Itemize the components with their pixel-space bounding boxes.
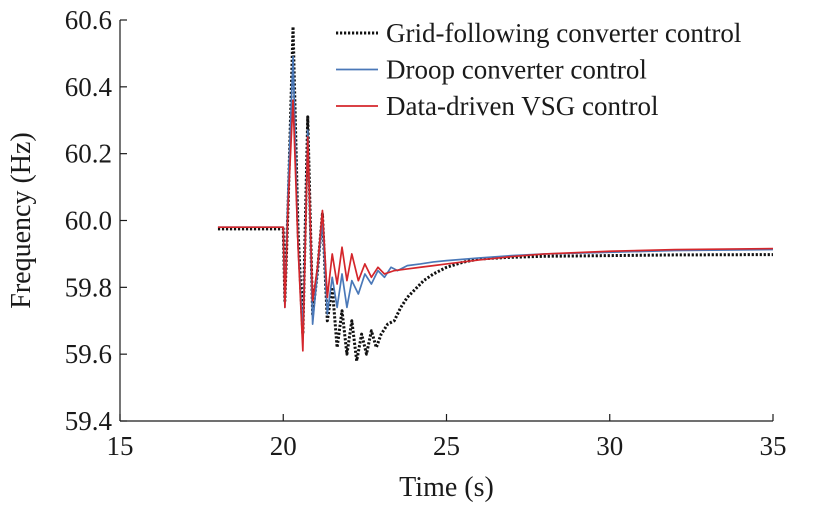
y-tick-label: 60.4 [65, 72, 113, 102]
legend-label-2: Droop converter control [386, 55, 647, 85]
y-axis-label: Frequency (Hz) [6, 132, 37, 308]
series-line-3 [217, 99, 774, 352]
ticks: 15 20 25 30 35 59.4 59.6 59.8 60.0 60.2 60.4 60.6 [65, 5, 787, 461]
x-tick-label: 25 [433, 431, 460, 461]
y-tick-label: 59.8 [65, 272, 112, 302]
x-tick-label: 15 [107, 431, 134, 461]
x-tick-label: 20 [270, 431, 297, 461]
y-tick-label: 60.2 [65, 139, 112, 169]
legend: Grid-following converter control Droop co… [336, 18, 741, 121]
legend-label-1: Grid-following converter control [386, 18, 741, 48]
plot-lines [217, 25, 774, 363]
y-tick-label: 60.0 [65, 206, 112, 236]
y-tick-label: 59.4 [65, 406, 113, 436]
legend-label-3: Data-driven VSG control [386, 91, 658, 121]
y-tick-label: 59.6 [65, 339, 112, 369]
x-axis-label: Time (s) [399, 472, 494, 503]
x-tick-label: 35 [760, 431, 787, 461]
y-tick-label: 60.6 [65, 5, 112, 35]
x-tick-label: 30 [596, 431, 623, 461]
